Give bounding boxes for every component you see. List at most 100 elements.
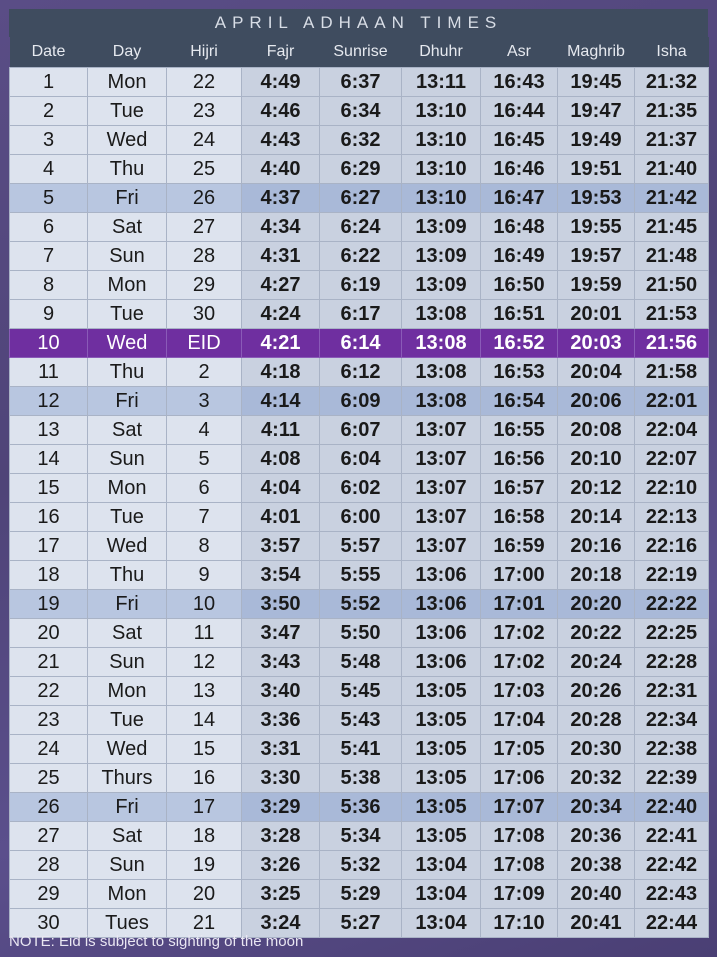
cell-day: Sun bbox=[87, 444, 167, 474]
cell-isha: 21:45 bbox=[634, 212, 709, 242]
cell-dhuhr: 13:08 bbox=[401, 357, 481, 387]
cell-dhuhr: 13:05 bbox=[401, 705, 481, 735]
cell-fajr: 3:57 bbox=[241, 531, 320, 561]
cell-maghrib: 20:12 bbox=[557, 473, 635, 503]
cell-sunrise: 6:19 bbox=[319, 270, 402, 300]
cell-sunrise: 6:29 bbox=[319, 154, 402, 184]
cell-sunrise: 6:24 bbox=[319, 212, 402, 242]
cell-maghrib: 19:47 bbox=[557, 96, 635, 126]
cell-asr: 17:09 bbox=[480, 879, 558, 909]
table-row: 25 Thurs 16 3:30 5:38 13:05 17:06 20:32 22:39 bbox=[9, 763, 709, 793]
cell-fajr: 4:31 bbox=[241, 241, 320, 271]
cell-date: 24 bbox=[9, 734, 88, 764]
cell-maghrib: 20:22 bbox=[557, 618, 635, 648]
table-row: 7 Sun 28 4:31 6:22 13:09 16:49 19:57 21:48 bbox=[9, 241, 709, 271]
cell-fajr: 3:26 bbox=[241, 850, 320, 880]
cell-date: 22 bbox=[9, 676, 88, 706]
cell-maghrib: 20:06 bbox=[557, 386, 635, 416]
cell-hijri: 8 bbox=[166, 531, 242, 561]
cell-dhuhr: 13:11 bbox=[401, 67, 481, 97]
cell-hijri: 13 bbox=[166, 676, 242, 706]
cell-day: Sun bbox=[87, 241, 167, 271]
cell-day: Fri bbox=[87, 589, 167, 619]
cell-sunrise: 5:36 bbox=[319, 792, 402, 822]
cell-isha: 22:38 bbox=[634, 734, 709, 764]
cell-maghrib: 20:16 bbox=[557, 531, 635, 561]
cell-isha: 22:07 bbox=[634, 444, 709, 474]
cell-dhuhr: 13:09 bbox=[401, 241, 481, 271]
cell-isha: 22:42 bbox=[634, 850, 709, 880]
cell-hijri: 4 bbox=[166, 415, 242, 445]
cell-day: Sun bbox=[87, 647, 167, 677]
table-row: 20 Sat 11 3:47 5:50 13:06 17:02 20:22 22:25 bbox=[9, 618, 709, 648]
cell-asr: 16:51 bbox=[480, 299, 558, 329]
cell-maghrib: 20:24 bbox=[557, 647, 635, 677]
cell-date: 8 bbox=[9, 270, 88, 300]
cell-isha: 22:22 bbox=[634, 589, 709, 619]
cell-isha: 22:40 bbox=[634, 792, 709, 822]
cell-date: 10 bbox=[9, 328, 88, 358]
col-asr: Asr bbox=[480, 37, 558, 68]
cell-day: Sat bbox=[87, 821, 167, 851]
table-row: 11 Thu 2 4:18 6:12 13:08 16:53 20:04 21:58 bbox=[9, 357, 709, 387]
cell-asr: 17:03 bbox=[480, 676, 558, 706]
cell-fajr: 4:04 bbox=[241, 473, 320, 503]
table-row: 29 Mon 20 3:25 5:29 13:04 17:09 20:40 22:43 bbox=[9, 879, 709, 909]
cell-sunrise: 6:17 bbox=[319, 299, 402, 329]
cell-isha: 22:44 bbox=[634, 908, 709, 938]
table-row: 4 Thu 25 4:40 6:29 13:10 16:46 19:51 21:40 bbox=[9, 154, 709, 184]
cell-isha: 21:50 bbox=[634, 270, 709, 300]
cell-day: Thu bbox=[87, 357, 167, 387]
cell-asr: 17:06 bbox=[480, 763, 558, 793]
cell-dhuhr: 13:08 bbox=[401, 386, 481, 416]
cell-maghrib: 20:04 bbox=[557, 357, 635, 387]
cell-hijri: 14 bbox=[166, 705, 242, 735]
cell-date: 20 bbox=[9, 618, 88, 648]
cell-isha: 22:13 bbox=[634, 502, 709, 532]
cell-day: Thurs bbox=[87, 763, 167, 793]
cell-isha: 21:58 bbox=[634, 357, 709, 387]
cell-asr: 17:01 bbox=[480, 589, 558, 619]
cell-maghrib: 20:28 bbox=[557, 705, 635, 735]
cell-sunrise: 5:32 bbox=[319, 850, 402, 880]
cell-maghrib: 20:14 bbox=[557, 502, 635, 532]
cell-hijri: 2 bbox=[166, 357, 242, 387]
table-row: 15 Mon 6 4:04 6:02 13:07 16:57 20:12 22:10 bbox=[9, 473, 709, 503]
table-row: 27 Sat 18 3:28 5:34 13:05 17:08 20:36 22:41 bbox=[9, 821, 709, 851]
cell-date: 2 bbox=[9, 96, 88, 126]
cell-day: Fri bbox=[87, 183, 167, 213]
cell-asr: 17:08 bbox=[480, 850, 558, 880]
cell-hijri: 29 bbox=[166, 270, 242, 300]
table-row: 24 Wed 15 3:31 5:41 13:05 17:05 20:30 22:38 bbox=[9, 734, 709, 764]
cell-asr: 16:58 bbox=[480, 502, 558, 532]
cell-fajr: 3:47 bbox=[241, 618, 320, 648]
cell-asr: 17:02 bbox=[480, 618, 558, 648]
timetable: APRIL ADHAAN TIMES Date Day Hijri Fajr S… bbox=[9, 9, 709, 938]
cell-day: Tues bbox=[87, 908, 167, 938]
cell-hijri: 28 bbox=[166, 241, 242, 271]
table-row: 28 Sun 19 3:26 5:32 13:04 17:08 20:38 22:42 bbox=[9, 850, 709, 880]
cell-day: Mon bbox=[87, 676, 167, 706]
cell-asr: 16:43 bbox=[480, 67, 558, 97]
table-row: 1 Mon 22 4:49 6:37 13:11 16:43 19:45 21:32 bbox=[9, 67, 709, 97]
col-dhuhr: Dhuhr bbox=[401, 37, 481, 68]
cell-date: 12 bbox=[9, 386, 88, 416]
cell-day: Mon bbox=[87, 270, 167, 300]
cell-maghrib: 20:20 bbox=[557, 589, 635, 619]
cell-isha: 22:34 bbox=[634, 705, 709, 735]
cell-maghrib: 19:51 bbox=[557, 154, 635, 184]
cell-date: 3 bbox=[9, 125, 88, 155]
cell-fajr: 3:25 bbox=[241, 879, 320, 909]
cell-date: 18 bbox=[9, 560, 88, 590]
cell-maghrib: 20:18 bbox=[557, 560, 635, 590]
cell-hijri: 23 bbox=[166, 96, 242, 126]
cell-dhuhr: 13:06 bbox=[401, 589, 481, 619]
cell-sunrise: 6:09 bbox=[319, 386, 402, 416]
cell-sunrise: 5:57 bbox=[319, 531, 402, 561]
table-row: 3 Wed 24 4:43 6:32 13:10 16:45 19:49 21:37 bbox=[9, 125, 709, 155]
cell-day: Mon bbox=[87, 473, 167, 503]
cell-sunrise: 6:02 bbox=[319, 473, 402, 503]
cell-fajr: 3:43 bbox=[241, 647, 320, 677]
cell-date: 29 bbox=[9, 879, 88, 909]
cell-isha: 22:04 bbox=[634, 415, 709, 445]
